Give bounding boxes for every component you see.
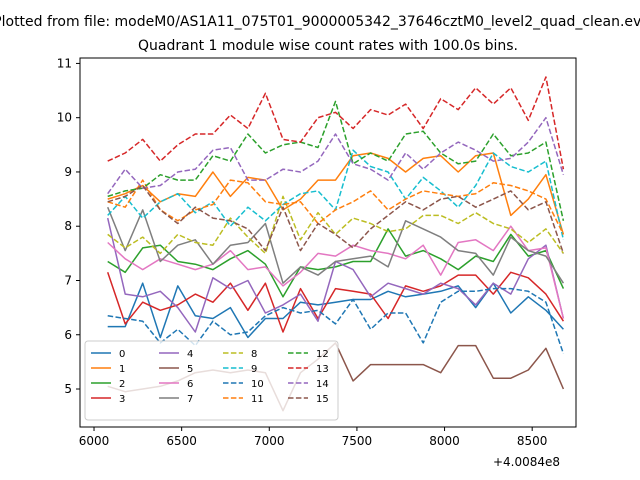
x-tick-label: 6500: [166, 434, 197, 448]
series-line-7: [107, 206, 565, 284]
x-tick-label: 8500: [517, 434, 548, 448]
x-axis: 6000 6500 7000 7500 8000 8500: [79, 427, 548, 448]
legend-label-2: 2: [119, 379, 125, 390]
series-line-15: [107, 184, 565, 254]
chart-title: Quadrant 1 module wise count rates with …: [138, 38, 518, 54]
y-tick-label: 7: [64, 273, 72, 287]
legend-box: [84, 340, 339, 421]
chart-suptitle: Plotted from file: modeM0/AS1A11_075T01_…: [0, 14, 640, 30]
legend-label-7: 7: [187, 394, 193, 405]
legend-label-11: 11: [251, 394, 264, 405]
series-line-2: [107, 228, 565, 298]
series-line-10: [107, 287, 565, 354]
legend-label-3: 3: [119, 394, 125, 405]
y-tick-label: 10: [57, 111, 72, 125]
legend-label-1: 1: [119, 364, 125, 375]
legend-label-12: 12: [316, 349, 329, 360]
series-line-13: [107, 76, 565, 170]
plot-frame: [79, 57, 577, 428]
series-line-9: [107, 149, 565, 240]
legend-label-8: 8: [251, 349, 257, 360]
legend-label-6: 6: [187, 379, 193, 390]
series-line-3: [106, 271, 565, 333]
series-line-8: [107, 195, 565, 255]
series-line-6: [107, 225, 565, 319]
legend-label-10: 10: [251, 379, 264, 390]
legend-label-9: 9: [251, 364, 257, 375]
legend-label-5: 5: [187, 364, 193, 375]
legend-label-15: 15: [316, 394, 329, 405]
x-offset-label: +4.0084e8: [493, 455, 560, 469]
y-tick-label: 6: [64, 328, 72, 342]
series-line-12: [107, 100, 565, 221]
legend-label-4: 4: [187, 349, 193, 360]
x-tick-label: 7000: [254, 434, 285, 448]
y-axis: 5 6 7 8 9 10 11: [57, 56, 80, 396]
y-tick-label: 5: [64, 382, 72, 396]
legend-label-0: 0: [119, 349, 125, 360]
y-tick-label: 8: [64, 219, 72, 233]
x-tick-label: 7500: [342, 434, 373, 448]
series-line-1: [107, 152, 565, 235]
y-tick-label: 11: [57, 56, 72, 70]
y-tick-label: 9: [64, 165, 72, 179]
legend-label-14: 14: [316, 379, 329, 390]
series-line-14: [107, 116, 565, 195]
legend-label-13: 13: [316, 364, 329, 375]
x-tick-label: 6000: [79, 434, 110, 448]
x-tick-label: 8000: [429, 434, 460, 448]
